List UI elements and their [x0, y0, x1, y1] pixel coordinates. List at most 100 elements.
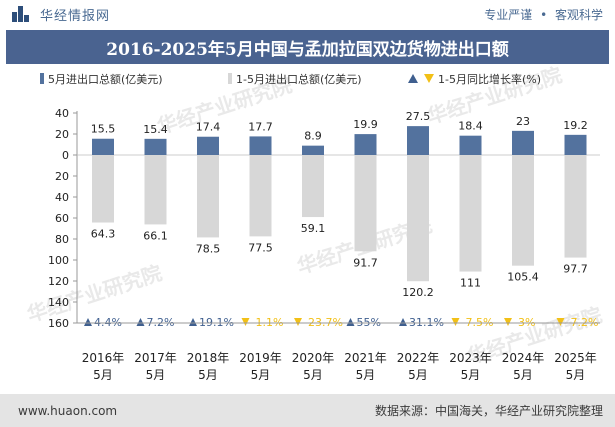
y-tick-label: 20 — [55, 170, 69, 183]
data-label-monthly: 8.9 — [304, 130, 322, 143]
data-label-monthly: 15.5 — [91, 123, 116, 136]
y-tick-label: 120 — [48, 275, 69, 288]
data-label-cumulative: 105.4 — [507, 271, 539, 284]
x-tick-label-year: 2018年 — [187, 351, 230, 365]
bar-cumulative — [459, 155, 482, 272]
x-tick-label-month: 5月 — [251, 368, 271, 382]
slogan: 专业严谨 • 客观科学 — [484, 6, 603, 23]
bar-cumulative — [512, 155, 534, 266]
bar-monthly — [197, 136, 219, 155]
bar-cumulative — [144, 155, 167, 225]
x-tick-label-year: 2016年 — [82, 351, 125, 365]
growth-up-triangle-icon — [346, 318, 355, 326]
bar-monthly — [459, 135, 482, 155]
y-tick-label: 140 — [48, 296, 69, 309]
brand: 华经情报网 — [12, 5, 110, 24]
data-label-cumulative: 97.7 — [563, 263, 588, 276]
x-tick-label-year: 2020年 — [292, 351, 335, 365]
x-tick-label-month: 5月 — [93, 368, 113, 382]
x-tick-label-month: 5月 — [408, 368, 428, 382]
y-tick-label: 100 — [48, 254, 69, 267]
y-tick-label: 160 — [48, 317, 69, 330]
x-tick-label-month: 5月 — [513, 368, 533, 382]
x-tick-label-year: 2024年 — [502, 351, 545, 365]
data-label-cumulative: 91.7 — [353, 256, 378, 269]
data-label-monthly: 17.7 — [248, 120, 273, 133]
footer-source: 数据来源：中国海关，华经产业研究院整理 — [374, 404, 603, 418]
growth-up-triangle-icon — [189, 318, 197, 326]
bar-cumulative — [92, 155, 114, 223]
brand-name: 华经情报网 — [40, 8, 111, 24]
data-label-monthly: 19.9 — [353, 118, 378, 131]
bar-monthly — [512, 130, 534, 155]
data-label-monthly: 17.4 — [196, 121, 221, 134]
x-tick-label-month: 5月 — [356, 368, 376, 382]
bar-monthly — [249, 136, 272, 155]
growth-down-triangle-icon — [451, 318, 460, 326]
data-label-cumulative: 64.3 — [91, 228, 116, 241]
y-tick-label: 40 — [55, 107, 69, 120]
bar-monthly — [144, 138, 167, 155]
top-bar: 华经情报网 专业严谨 • 客观科学 — [0, 0, 615, 28]
growth-down-triangle-icon — [294, 318, 302, 326]
footer: www.huaon.com 数据来源：中国海关，华经产业研究院整理 — [0, 394, 615, 427]
legend-label-cumulative: 1-5月进出口总额(亿美元) — [236, 72, 362, 86]
bar-cumulative — [197, 155, 219, 238]
x-tick-label-month: 5月 — [198, 368, 218, 382]
y-tick-label: 20 — [55, 128, 69, 141]
growth-down-triangle-icon — [241, 318, 250, 326]
data-label-cumulative: 78.5 — [196, 242, 221, 255]
bar-chart-logo-icon — [12, 6, 30, 22]
slogan-right: 客观科学 — [554, 7, 603, 22]
data-label-monthly: 23 — [516, 115, 530, 128]
slogan-left: 专业严谨 — [484, 7, 533, 22]
data-label-monthly: 27.5 — [406, 110, 431, 123]
legend-down-triangle-icon — [424, 74, 434, 83]
growth-down-triangle-icon — [556, 318, 565, 326]
legend: 5月进出口总额(亿美元) 1-5月进出口总额(亿美元) 1-5月同比增长率(%) — [40, 72, 541, 86]
y-tick-label: 80 — [55, 233, 69, 246]
growth-up-triangle-icon — [136, 318, 145, 326]
footer-website: www.huaon.com — [18, 403, 118, 418]
data-label-monthly: 18.4 — [458, 120, 483, 133]
bars — [92, 126, 587, 282]
y-tick-label: 40 — [55, 191, 69, 204]
x-tick-label-year: 2022年 — [397, 351, 440, 365]
legend-label-growth: 1-5月同比增长率(%) — [438, 72, 541, 86]
bar-cumulative — [249, 155, 272, 237]
x-tick-label-year: 2017年 — [134, 351, 177, 365]
bar-monthly — [407, 126, 429, 155]
bar-monthly — [354, 134, 377, 155]
growth-down-triangle-icon — [504, 318, 512, 326]
x-tick-label-year: 2023年 — [449, 351, 492, 365]
bar-monthly — [302, 145, 324, 155]
bar-monthly — [564, 134, 587, 155]
slogan-separator: • — [540, 7, 548, 22]
growth-up-triangle-icon — [84, 318, 92, 326]
x-tick-label-month: 5月 — [146, 368, 166, 382]
data-label-monthly: 15.4 — [143, 123, 168, 136]
legend-up-triangle-icon — [408, 74, 418, 83]
y-tick-label: 60 — [55, 212, 69, 225]
title-bar: 2016-2025年5月中国与孟加拉国双边货物进出口额 — [6, 30, 609, 64]
data-label-cumulative: 111 — [460, 277, 481, 290]
bar-monthly — [92, 138, 114, 155]
bar-cumulative — [564, 155, 587, 258]
data-label-cumulative: 77.5 — [248, 241, 273, 254]
bar-cumulative — [354, 155, 377, 252]
data-label-cumulative: 66.1 — [143, 229, 168, 242]
y-tick-label: 0 — [62, 149, 69, 162]
bar-cumulative — [407, 155, 429, 282]
chart-area: 华经产业研究院华经产业研究院华经产业研究院华经产业研究院华经产业研究院 5月进出… — [24, 64, 605, 382]
x-axis: 2016年 5月 2017年 5月 2018年 5月 2019年 5月 2020年 5月 2021年… — [77, 322, 600, 382]
x-tick-label-month: 5月 — [303, 368, 323, 382]
legend-swatch-monthly — [40, 73, 44, 84]
x-tick-label-year: 2025年 — [554, 351, 597, 365]
x-tick-label-month: 5月 — [461, 368, 481, 382]
x-tick-label-year: 2019年 — [239, 351, 282, 365]
x-tick-label-year: 2021年 — [344, 351, 387, 365]
chart-title: 2016-2025年5月中国与孟加拉国双边货物进出口额 — [106, 39, 509, 60]
legend-swatch-cumulative — [228, 73, 232, 84]
x-tick-label-month: 5月 — [566, 368, 586, 382]
legend-label-monthly: 5月进出口总额(亿美元) — [48, 72, 163, 86]
